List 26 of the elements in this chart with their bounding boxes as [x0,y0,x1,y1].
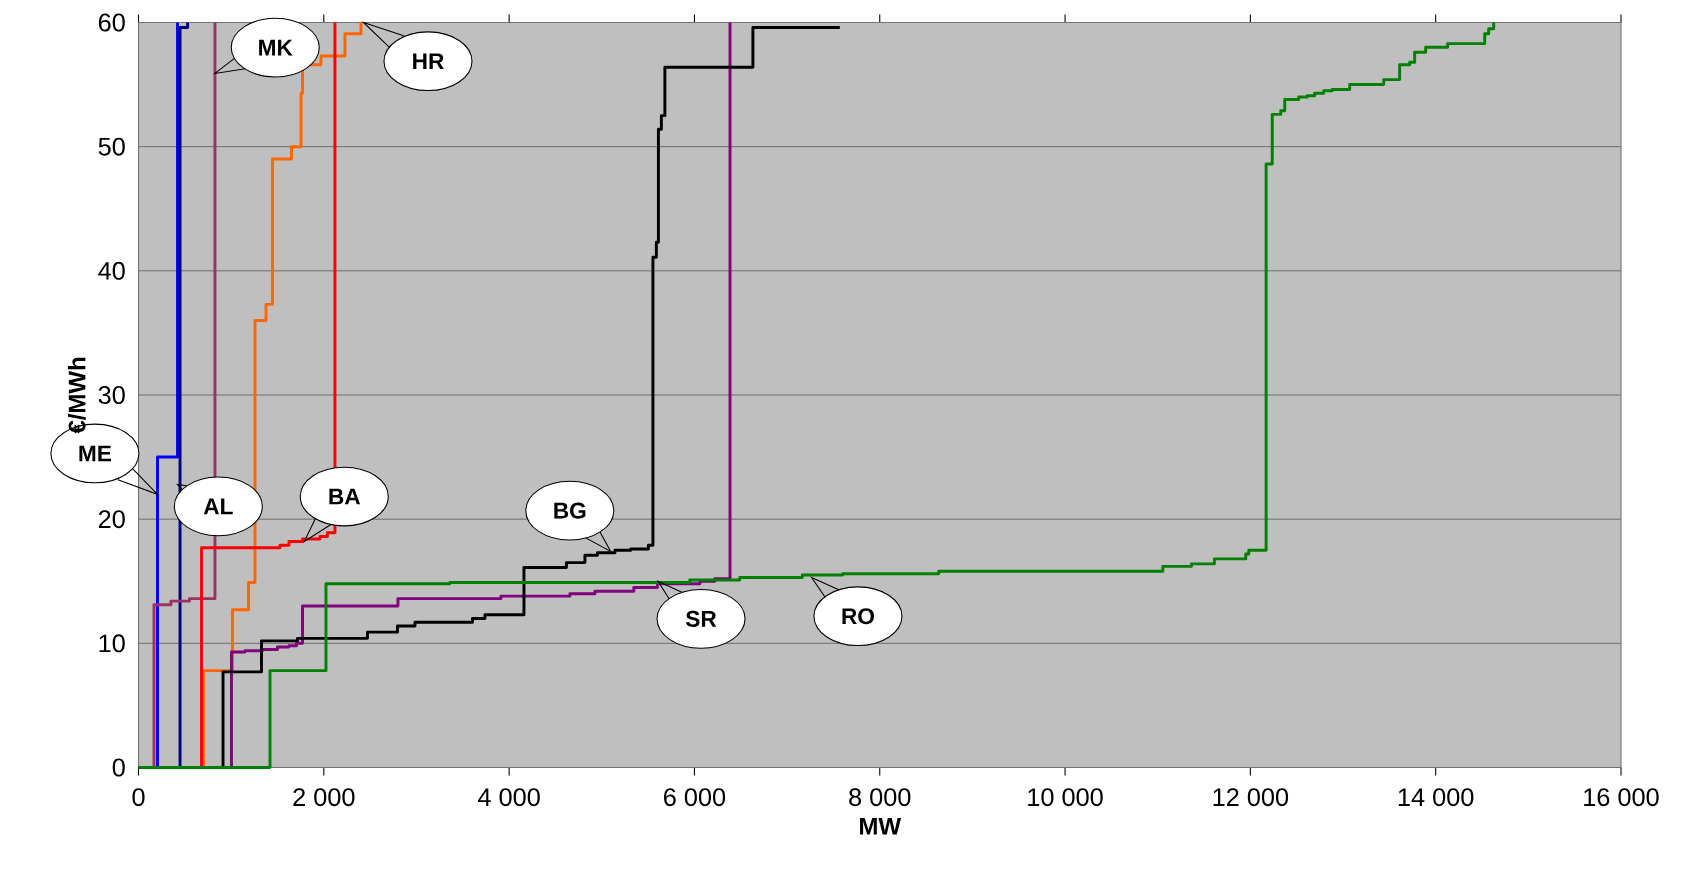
y-tick-label: 0 [112,758,125,777]
y-tick-label: 40 [98,261,125,280]
x-tick-label: 4 000 [478,788,540,807]
annotation: MK [259,39,293,56]
x-tick-label: 14 000 [1398,788,1474,807]
x-tick-label: 2 000 [293,788,355,807]
annotation: ME [79,445,112,462]
y-tick-label: 30 [98,386,125,404]
y-tick-label: 10 [99,634,125,653]
annotation: BG [554,502,586,519]
annotation: RO [842,608,874,625]
x-tick-label: 6 000 [664,788,726,807]
annotation: BA [329,488,361,505]
x-tick-label: 0 [132,788,145,807]
y-tick-label: 20 [98,510,125,529]
annotation: SR [685,610,717,627]
x-axis-title: MW [860,817,902,835]
annotation: AL [203,498,233,515]
y-tick-label: 60 [98,13,125,32]
y-axis-title: €/MWh [67,357,86,434]
x-tick-label: 10 000 [1028,788,1103,807]
x-tick-label: 8 000 [849,788,911,807]
annotation: HR [413,53,444,70]
y-tick-label: 50 [98,137,125,156]
x-tick-label: 16 000 [1584,788,1659,807]
x-tick-label: 12 000 [1213,788,1289,807]
